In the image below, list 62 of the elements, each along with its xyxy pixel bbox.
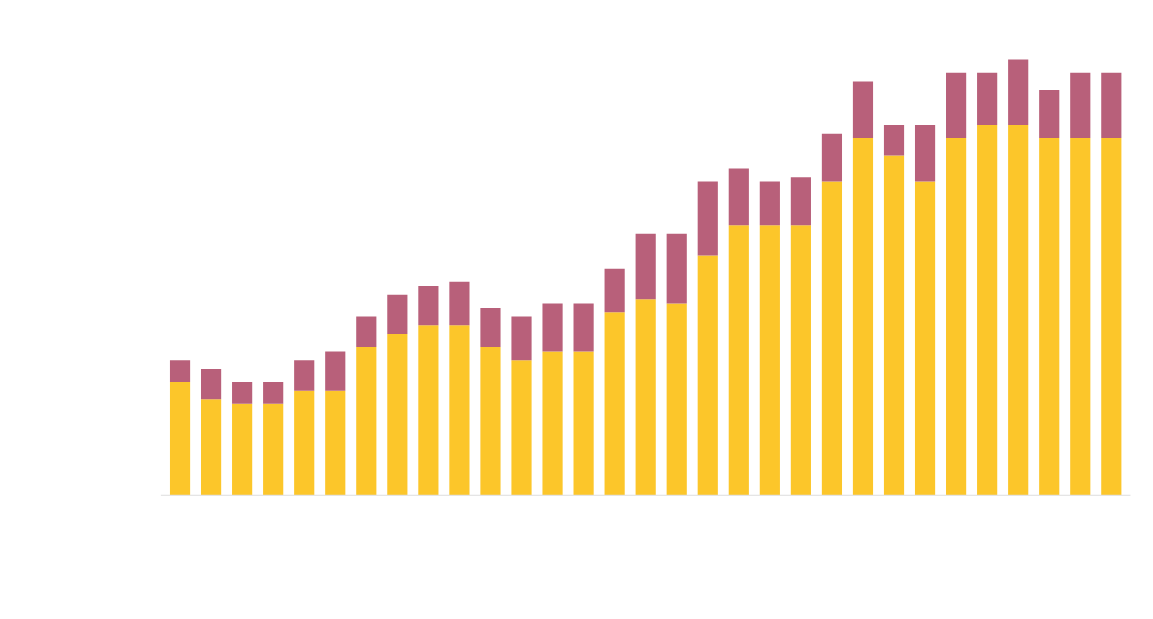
bar (666, 303, 687, 496)
bar (666, 233, 687, 304)
bar (1039, 138, 1060, 496)
bar (1070, 138, 1091, 496)
bar (883, 124, 905, 156)
bar (325, 351, 346, 391)
bar (418, 325, 439, 496)
bar (511, 316, 532, 361)
bar (1101, 138, 1122, 496)
bar (1008, 59, 1029, 125)
bar (169, 360, 191, 382)
bar (573, 351, 594, 496)
bar (294, 360, 315, 391)
bar (946, 72, 967, 139)
bar (604, 268, 625, 313)
bar (1008, 124, 1029, 496)
bar (604, 312, 625, 496)
bar (418, 286, 439, 326)
bar (263, 403, 284, 496)
bar (356, 347, 377, 496)
bar (821, 133, 843, 182)
bar (697, 181, 718, 256)
bar (790, 177, 811, 226)
bar (759, 225, 780, 496)
bar (914, 124, 936, 182)
bar (946, 138, 967, 496)
bar (387, 334, 408, 496)
bar (542, 303, 563, 352)
bar (511, 360, 532, 496)
bar (635, 233, 656, 300)
bar (852, 138, 874, 496)
bar (449, 281, 470, 326)
bar (573, 303, 594, 352)
bar (759, 181, 780, 226)
bar (852, 81, 874, 139)
bar (1039, 90, 1060, 139)
bar (883, 155, 905, 496)
bar (977, 72, 998, 125)
bar (977, 124, 998, 496)
bar (728, 168, 749, 226)
bar (635, 299, 656, 496)
bar (449, 325, 470, 496)
bar (1101, 72, 1122, 139)
bar (356, 316, 377, 348)
bar (821, 181, 843, 496)
bar (697, 255, 718, 496)
bar (480, 307, 501, 348)
bar (790, 225, 811, 496)
bar (387, 294, 408, 335)
bar (263, 381, 284, 404)
bar (480, 347, 501, 496)
bar (201, 399, 222, 496)
bar (232, 403, 253, 496)
bar (325, 390, 346, 496)
bar (728, 225, 749, 496)
bar (914, 181, 936, 496)
bar (232, 381, 253, 404)
bar (169, 381, 191, 496)
bar (1070, 72, 1091, 139)
bar (201, 368, 222, 400)
bar (294, 390, 315, 496)
bar (542, 351, 563, 496)
